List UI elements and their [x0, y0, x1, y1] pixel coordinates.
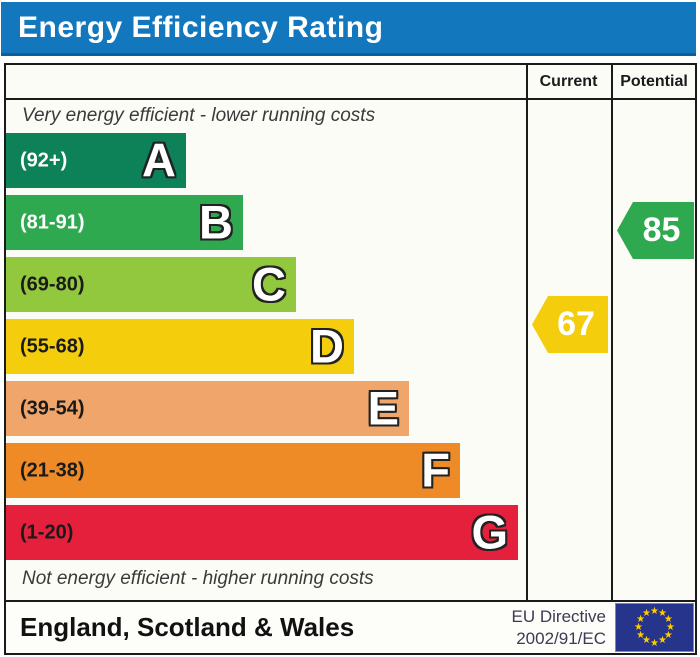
eu-flag-star: ★ [650, 605, 659, 617]
band-range-label-C: (69-80) [20, 273, 85, 295]
eu-flag-star: ★ [636, 629, 646, 641]
rating-table: Current Potential Very energy efficient … [4, 63, 697, 602]
band-letter-G: G [471, 505, 508, 559]
current-rating-value: 67 [557, 305, 595, 343]
eu-flag-star: ★ [666, 621, 675, 633]
eu-flag-star: ★ [663, 613, 673, 625]
eu-flag-star: ★ [650, 637, 659, 649]
band-range-label-F: (21-38) [20, 459, 85, 481]
band-range-label-A: (92+) [20, 149, 68, 171]
table-header-row [6, 65, 695, 100]
top-note: Very energy efficient - lower running co… [22, 105, 376, 126]
band-letter-E: E [367, 381, 399, 435]
band-letter-A: A [142, 133, 176, 187]
eu-directive-line2: 2002/91/EC [516, 628, 606, 648]
band-range-label-B: (81-91) [20, 211, 85, 233]
band-letter-F: F [421, 443, 450, 497]
potential-column-header: Potential [620, 73, 688, 90]
band-letter-B: B [199, 195, 233, 249]
title-bar: Energy Efficiency Rating [1, 2, 696, 56]
eu-flag-star: ★ [636, 613, 646, 625]
band-row-A: (92+) A [6, 133, 186, 188]
band-row-G: (1-20) G [6, 505, 518, 560]
eu-flag-star: ★ [658, 635, 667, 647]
current-rating-arrow: 67 [532, 296, 608, 353]
footer-bar: England, Scotland & Wales EU Directive 2… [4, 600, 697, 655]
potential-column-divider [611, 65, 613, 600]
eu-flag-star: ★ [663, 629, 673, 641]
potential-rating-value: 85 [642, 211, 681, 249]
band-letter-D: D [310, 319, 344, 373]
eu-flag-star: ★ [658, 607, 667, 619]
eu-flag-star: ★ [642, 607, 651, 619]
current-column-divider [526, 65, 528, 600]
eu-flag-star: ★ [642, 635, 651, 647]
band-letter-C: C [252, 257, 286, 311]
band-row-D: (55-68) D [6, 319, 354, 374]
page-title: Energy Efficiency Rating [18, 11, 384, 44]
band-range-label-E: (39-54) [20, 397, 85, 419]
band-row-B: (81-91) B [6, 195, 243, 250]
eu-flag-icon: ★ ★ ★ ★ ★ ★ ★ ★ ★ ★ ★ ★ [615, 603, 694, 652]
band-range-label-G: (1-20) [20, 521, 74, 543]
band-row-F: (21-38) F [6, 443, 460, 498]
eu-directive-label: EU Directive 2002/91/EC [512, 606, 615, 649]
band-row-C: (69-80) C [6, 257, 296, 312]
region-label: England, Scotland & Wales [20, 612, 355, 642]
potential-rating-arrow: 85 [617, 202, 694, 259]
rating-bands: (92+) A (81-91) B (69-80) C (55-68) D (39-54) E (2… [6, 133, 526, 567]
band-row-E: (39-54) E [6, 381, 409, 436]
eu-flag-star: ★ [634, 621, 643, 633]
current-column-header: Current [539, 73, 598, 90]
eu-directive-line1: EU Directive [511, 607, 606, 627]
band-range-label-D: (55-68) [20, 335, 85, 357]
bottom-note: Not energy efficient - higher running co… [22, 568, 374, 589]
